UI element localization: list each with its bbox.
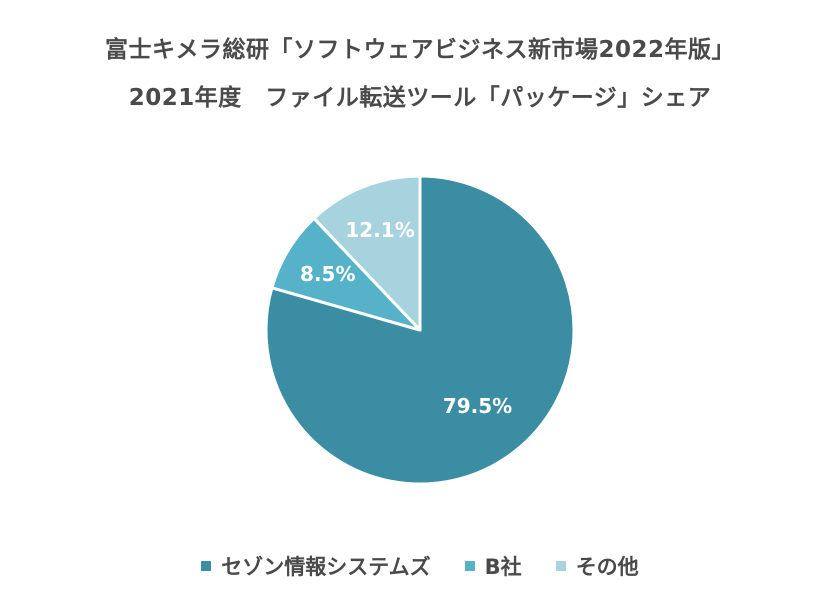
- data-label-other: 12.1%: [345, 218, 414, 242]
- chart-legend: セゾン情報システムズ B社 その他: [0, 551, 840, 581]
- chart-title: 富士キメラ総研「ソフトウェアビジネス新市場2022年版」: [104, 37, 735, 63]
- legend-swatch-b-company: [464, 561, 475, 571]
- data-label-b-company: 8.5%: [300, 262, 355, 286]
- legend-swatch-saison: [201, 561, 212, 571]
- chart-subtitle: 2021年度 ファイル転送ツール「パッケージ」シェア: [128, 85, 712, 111]
- legend-item-other: その他: [555, 551, 639, 581]
- legend-item-saison: セゾン情報システムズ: [201, 551, 431, 581]
- legend-label-other: その他: [575, 555, 639, 579]
- pie-slice-saison: [264, 174, 576, 486]
- pie-slice-other: [312, 174, 422, 332]
- legend-item-b-company: B社: [464, 551, 522, 581]
- data-label-saison: 79.5%: [443, 394, 512, 418]
- legend-label-b-company: B社: [484, 555, 522, 579]
- legend-label-saison: セゾン情報システムズ: [221, 555, 431, 579]
- legend-swatch-other: [555, 561, 566, 571]
